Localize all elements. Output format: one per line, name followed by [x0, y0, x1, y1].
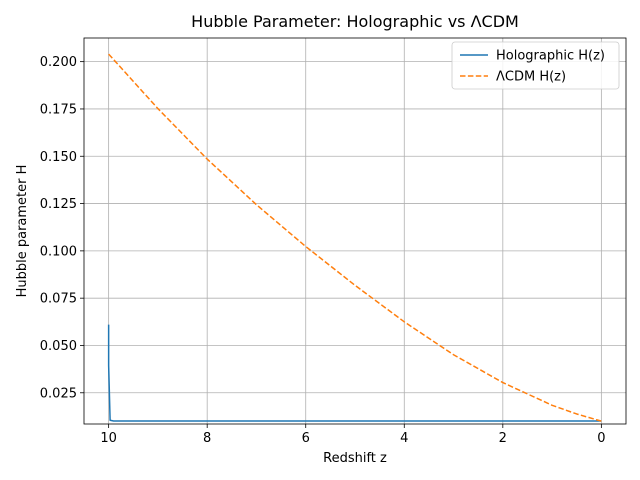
y-tick-label: 0.150 — [40, 150, 77, 165]
chart-title: Hubble Parameter: Holographic vs ΛCDM — [191, 12, 519, 31]
x-tick-label: 4 — [400, 431, 408, 446]
legend-box — [451, 41, 620, 90]
plot-frame — [83, 37, 627, 425]
legend: Holographic H(z) ΛCDM H(z) — [451, 41, 620, 90]
grid-lines — [84, 38, 626, 424]
y-tick-label: 0.075 — [40, 292, 77, 307]
series-line-0 — [107, 324, 602, 422]
y-tick-label: 0.125 — [40, 197, 77, 212]
x-axis-label: Redshift z — [323, 451, 387, 466]
y-axis-label: Hubble parameter H — [15, 165, 30, 298]
y-tick-label: 0.050 — [40, 339, 77, 354]
y-tick-label: 0.175 — [40, 102, 77, 117]
y-tick-label: 0.100 — [40, 244, 77, 259]
y-tick-label: 0.025 — [40, 386, 77, 401]
x-tick-label: 10 — [100, 431, 117, 446]
x-tick-label: 6 — [302, 431, 310, 446]
series-line-1 — [108, 53, 602, 422]
legend-label-1: ΛCDM H(z) — [496, 70, 566, 85]
legend-label-0: Holographic H(z) — [496, 49, 605, 64]
x-tick-label: 0 — [597, 431, 605, 446]
y-tick-label: 0.200 — [40, 55, 77, 70]
axes: 10 8 6 4 2 0 0.025 0.050 0.075 0.100 0.125 0.150 0.1… — [40, 37, 627, 446]
series-group — [107, 53, 602, 422]
x-tick-label: 8 — [203, 431, 211, 446]
x-tick-label: 2 — [499, 431, 507, 446]
